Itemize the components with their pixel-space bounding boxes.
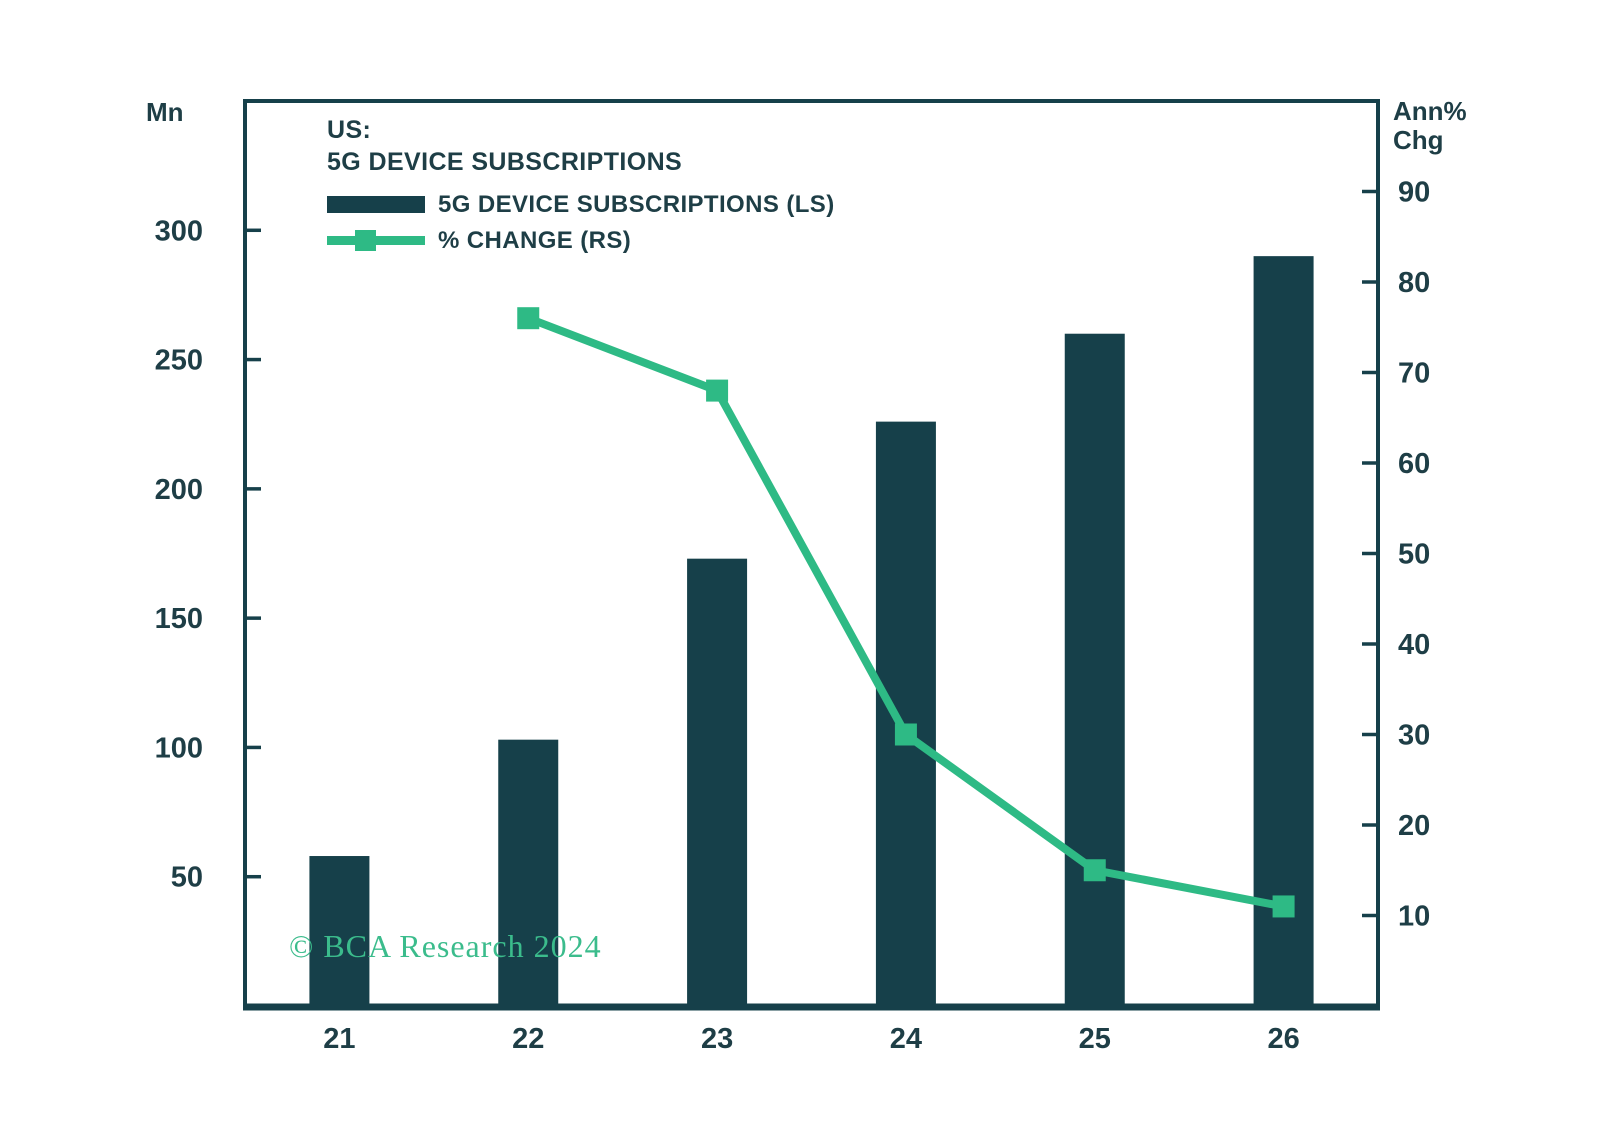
line-series-marker-icon [355,230,376,251]
bar-21[interactable] [309,856,370,1006]
left-axis-tick-label: 150 [155,603,203,635]
bar-23[interactable] [687,558,748,1006]
x-axis-label-24: 24 [890,1023,922,1055]
bar-series-swatch-icon [327,196,425,213]
chart-title-line2: 5G DEVICE SUBSCRIPTIONS [327,148,683,176]
right-axis-tick-label: 90 [1398,177,1430,209]
bar-series-label: 5G DEVICE SUBSCRIPTIONS (LS) [438,190,835,218]
bar-22[interactable] [498,739,559,1006]
chart-title: US: 5G DEVICE SUBSCRIPTIONS [327,114,682,178]
right-axis-tick-label: 30 [1398,720,1430,752]
line-marker-26[interactable] [1272,895,1295,918]
right-axis-tick-label: 50 [1398,539,1430,571]
line-marker-22[interactable] [517,307,540,330]
left-axis-tick-label: 50 [171,862,203,894]
x-axis-label-23: 23 [701,1023,733,1055]
left-axis-tick-label: 200 [155,474,203,506]
right-axis-tick-label: 10 [1398,901,1430,933]
right-axis-unit-line2: Chg [1393,125,1444,155]
copyright-watermark: © BCA Research 2024 [289,928,602,964]
right-axis-tick-label: 40 [1398,629,1430,661]
x-axis-label-25: 25 [1079,1023,1111,1055]
left-axis-tick-label: 100 [155,732,203,764]
legend: 5G DEVICE SUBSCRIPTIONS (LS) % CHANGE (R… [327,190,835,264]
right-axis-tick-label: 60 [1398,448,1430,480]
x-axis-label-26: 26 [1267,1023,1299,1055]
right-axis-tick-label: 70 [1398,358,1430,390]
bar-24[interactable] [875,421,936,1007]
left-axis-unit-label: Mn [146,97,184,127]
x-axis-label-22: 22 [512,1023,544,1055]
line-series-swatch-icon [327,230,425,251]
right-axis-unit-line1: Ann% [1393,96,1467,126]
left-axis-tick-label: 300 [155,215,203,247]
line-marker-24[interactable] [894,723,917,746]
left-axis-tick-label: 250 [155,345,203,377]
chart-title-line1: US: [327,116,372,144]
right-axis-tick-label: 80 [1398,267,1430,299]
bar-25[interactable] [1064,333,1125,1006]
right-axis-unit-label: Ann% Chg [1393,97,1467,155]
line-marker-23[interactable] [706,379,729,402]
line-marker-25[interactable] [1083,859,1106,882]
bar-26[interactable] [1253,256,1314,1007]
x-axis-label-21: 21 [323,1023,355,1055]
right-axis-tick-label: 20 [1398,810,1430,842]
legend-item-line-series: % CHANGE (RS) [327,226,835,254]
line-series-label: % CHANGE (RS) [438,226,632,254]
legend-item-bar-series: 5G DEVICE SUBSCRIPTIONS (LS) [327,190,835,218]
